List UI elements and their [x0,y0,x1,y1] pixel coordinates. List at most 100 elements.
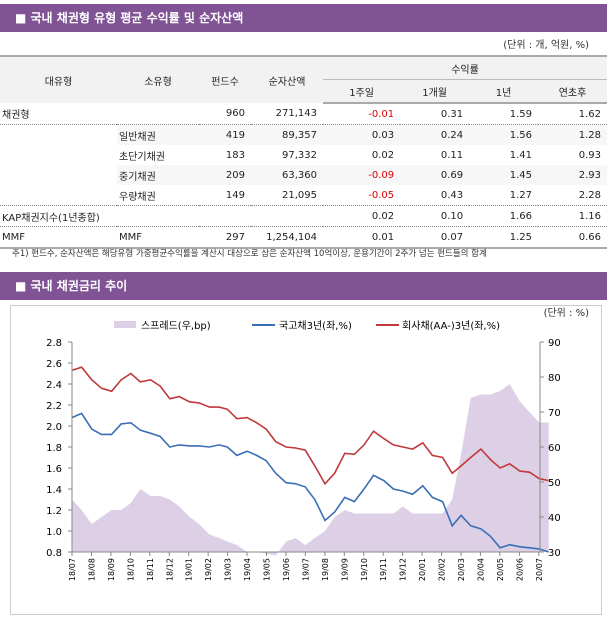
x-tick-label: 20/01 [418,558,427,581]
chart-unit: (단위 : %) [544,306,590,319]
left-tick-label: 1.0 [46,527,62,538]
col-funds: 펀드수 [199,56,251,103]
left-tick-label: 1.8 [46,443,62,454]
right-tick-label: 50 [548,478,561,489]
cell-ytd: 1.62 [578,108,601,120]
cell-funds: 209 [199,165,251,185]
x-tick-label: 19/04 [243,558,252,581]
cell-ytd: 0.93 [578,149,601,161]
cell-w1: -0.01 [368,108,395,120]
cell-major: KAP채권지수(1년종합) [0,205,117,227]
cell-assets: 271,143 [275,108,317,119]
table-row: MMF MMF 297 1,254,104 0.01 0.07 1.25 0.66 [0,226,607,249]
x-tick-label: 18/11 [146,558,155,581]
section-title-returns: ■ 국내 채권형 유형 평균 수익률 및 순자산액 [0,4,607,32]
left-tick-label: 1.4 [46,485,62,496]
cell-minor: 중기채권 [117,165,199,185]
x-tick-label: 19/10 [360,558,369,581]
cell-assets: 63,360 [251,165,323,185]
cell-funds: 183 [225,149,245,161]
x-tick-label: 19/09 [340,558,349,581]
corp-line [71,366,549,486]
x-tick-label: 19/06 [282,558,291,581]
x-tick-label: 19/11 [379,558,388,581]
table-row: 초단기채권 183 97,332 0.02 0.11 1.41 0.93 [0,145,607,165]
cell-w1: 0.03 [323,124,401,145]
cell-assets: 1,254,104 [251,226,323,249]
cell-major [0,145,117,165]
cell-y1: 1.56 [469,124,539,145]
cell-assets: 21,095 [282,189,317,201]
col-minor: 소유형 [117,56,199,103]
legend-corp: 회사채(AA-)3년(좌,%) [402,320,500,332]
legend-gov: 국고채3년(좌,%) [279,320,352,332]
section-title-rates: ■ 국내 채권금리 추이 [0,272,607,300]
cell-ytd: 0.66 [538,226,607,249]
cell-funds: 149 [225,189,245,201]
table-row: KAP채권지수(1년종합) 0.02 0.10 1.66 1.16 [0,205,607,227]
x-tick-label: 20/03 [457,558,466,581]
cell-assets [251,205,323,227]
left-tick-label: 2.0 [46,422,62,433]
cell-major [0,124,117,145]
table-row: 일반채권 419 89,357 0.03 0.24 1.56 1.28 [0,124,607,145]
x-tick-label: 18/07 [68,558,77,581]
chart-box: (단위 : %) 2.8 2.6 2.4 2.2 2.0 1.8 1.6 1.4 1.2 1.0 0.… [10,305,602,615]
x-tick-label: 19/01 [185,558,194,581]
cell-y1: 1.25 [469,226,539,249]
cell-w1: -0.05 [368,189,395,201]
rates-chart: (단위 : %) 2.8 2.6 2.4 2.2 2.0 1.8 1.6 1.4 1.2 1.0 0.… [46,306,590,581]
left-tick-label: 1.6 [46,464,62,475]
unit-label: (단위 : 개, 억원, %) [503,40,589,51]
x-tick-label: 19/12 [399,558,408,581]
cell-m1: 0.43 [440,189,464,201]
cell-m1: 0.31 [440,108,464,120]
footnote: 주1) 펀드수, 순자산액은 해당유형 가중평균수익률을 계산시 대상으로 삼은… [12,249,487,259]
cell-funds: 419 [199,124,251,145]
x-tick-label: 20/04 [476,558,485,581]
cell-ytd: 2.28 [578,189,601,201]
x-tick-label: 20/02 [438,558,447,581]
right-tick-label: 70 [548,408,561,419]
left-tick-label: 2.4 [46,380,62,391]
col-major: 대유형 [0,56,117,103]
right-tick-label: 60 [548,443,561,454]
cell-y1: 1.66 [469,205,539,227]
cell-minor [117,103,199,125]
cell-major: MMF [0,226,117,249]
col-1m: 1개월 [400,79,470,104]
left-tick-label: 0.8 [46,548,62,559]
cell-w1: 0.02 [323,205,401,227]
table-row: 우량채권 149 21,095 -0.05 0.43 1.27 2.28 [0,185,607,206]
left-tick-label: 2.6 [46,359,62,370]
col-assets: 순자산액 [251,56,323,103]
cell-m1: 0.24 [400,124,470,145]
cell-minor [117,205,199,227]
cell-minor: 우량채권 [119,191,156,203]
cell-ytd: 1.28 [538,124,607,145]
cell-y1: 1.45 [469,165,539,185]
table-row: 중기채권 209 63,360 -0.09 0.69 1.45 2.93 [0,165,607,185]
col-1w: 1주일 [323,79,401,104]
left-tick-label: 1.2 [46,506,62,517]
x-tick-label: 19/08 [321,558,330,581]
cell-m1: 0.11 [440,149,464,161]
col-ytd: 연초후 [538,79,607,104]
cell-major [0,165,117,185]
right-tick-label: 30 [548,548,561,559]
cell-m1: 0.07 [400,226,470,249]
left-tick-label: 2.2 [46,401,62,412]
legend-spread-swatch [114,321,136,328]
cell-w1: -0.09 [323,165,401,185]
right-tick-label: 80 [548,373,561,384]
x-tick-label: 20/07 [535,558,544,581]
cell-major: 채권형 [2,110,30,121]
spread-area [72,384,549,556]
x-tick-label: 18/12 [165,558,174,581]
x-tick-label: 19/03 [224,558,233,581]
left-tick-label: 2.8 [46,338,62,349]
x-tick-label: 18/09 [107,558,116,581]
cell-funds: 297 [199,226,251,249]
cell-assets: 97,332 [282,149,317,161]
right-tick-label: 90 [548,338,561,349]
